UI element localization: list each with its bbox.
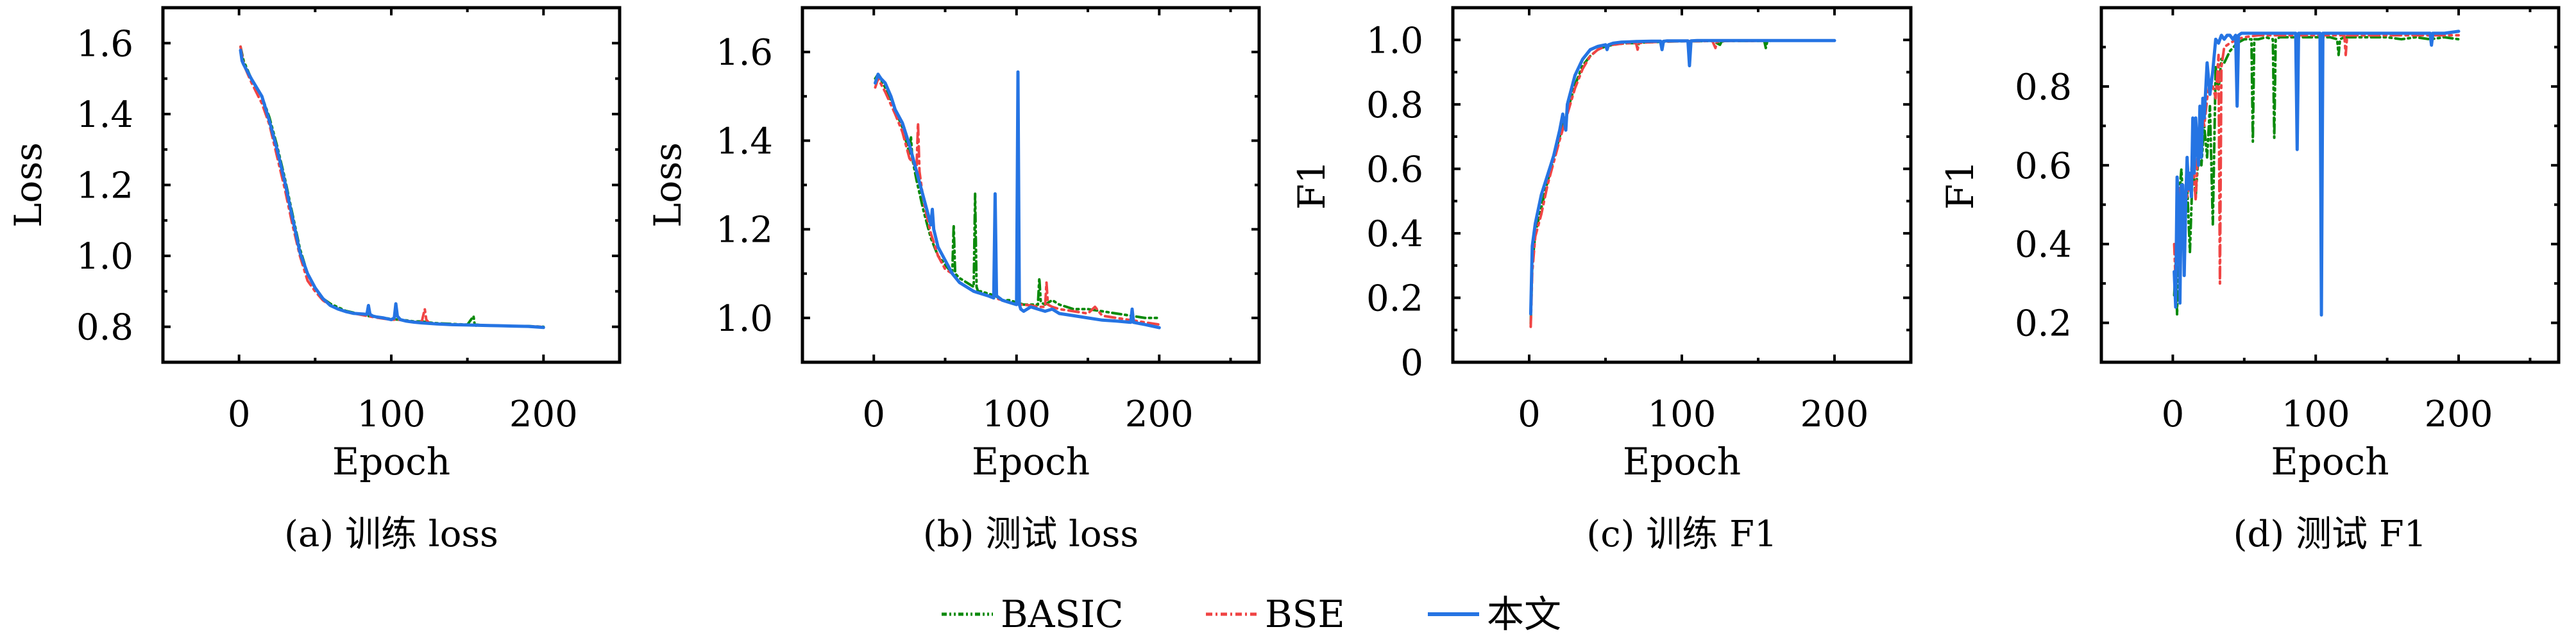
series-group	[239, 45, 545, 330]
legend-label: BASIC	[1001, 592, 1124, 636]
y-axis-title: F1	[1290, 160, 1334, 210]
series-group	[1529, 38, 1836, 328]
x-tick-label: 0	[1518, 394, 1541, 435]
panel-d: 0 100 200 0.2 0.4 0.6 0.8 Epoch F1 (d) 测试 F1	[1938, 6, 2561, 555]
series-line-ours	[239, 48, 545, 330]
y-axis-title: Loss	[646, 142, 690, 228]
x-axis-title: Epoch	[332, 440, 450, 483]
x-tick-label: 0	[2162, 394, 2185, 435]
y-tick-label: 1.0	[716, 298, 773, 340]
y-tick-label: 0.8	[2015, 67, 2072, 108]
axes-frame	[1451, 6, 1913, 364]
x-tick-label: 100	[357, 394, 426, 435]
axes-frame	[801, 6, 1261, 364]
y-axis-title: Loss	[6, 142, 50, 228]
y-tick-label: 1.0	[76, 236, 133, 278]
y-tick-label: 0	[1400, 342, 1423, 384]
legend: BASIC BSE 本文	[942, 592, 1561, 636]
y-tick-label: 0.2	[2015, 303, 2072, 345]
x-tick-label: 100	[1648, 394, 1716, 435]
panel-a: 0 100 200 0.8 1.0 1.2 1.4 1.6 Epoch Loss (a) 训练 lo…	[6, 6, 622, 555]
y-tick-label: 1.4	[716, 121, 773, 162]
legend-label: 本文	[1487, 592, 1561, 636]
x-tick-label: 200	[2425, 394, 2493, 435]
y-tick-label: 1.6	[716, 32, 773, 74]
panel-caption: (c) 训练 F1	[1586, 514, 1777, 555]
y-tick-label: 1.0	[1366, 20, 1423, 62]
series-line-bse	[1529, 39, 1836, 328]
panel-caption: (b) 测试 loss	[923, 514, 1139, 555]
x-tick-label: 100	[2282, 394, 2350, 435]
x-tick-label: 0	[228, 394, 251, 435]
legend-item-ours: 本文	[1428, 592, 1561, 636]
series-line-ours	[874, 70, 1161, 330]
y-tick-label: 0.2	[1366, 278, 1423, 319]
x-tick-label: 200	[1801, 394, 1869, 435]
x-axis-title: Epoch	[2271, 440, 2389, 483]
panel-caption: (a) 训练 loss	[284, 514, 498, 555]
legend-item-basic: BASIC	[942, 592, 1124, 636]
legend-item-bse: BSE	[1206, 592, 1345, 636]
legend-label: BSE	[1265, 592, 1345, 636]
axes-frame	[161, 6, 622, 364]
y-tick-label: 0.6	[1366, 149, 1423, 190]
y-tick-label: 0.8	[76, 307, 133, 349]
x-tick-label: 0	[862, 394, 885, 435]
y-tick-label: 0.6	[2015, 146, 2072, 187]
series-line-bse	[2173, 34, 2460, 285]
y-tick-label: 1.2	[76, 165, 133, 207]
x-tick-label: 100	[982, 394, 1051, 435]
series-group	[874, 70, 1161, 330]
x-tick-label: 200	[1125, 394, 1194, 435]
series-group	[2173, 29, 2461, 317]
y-tick-label: 1.6	[76, 23, 133, 65]
x-axis-title: Epoch	[972, 440, 1090, 483]
axes-frame	[2099, 6, 2561, 364]
y-tick-label: 0.8	[1366, 85, 1423, 126]
panel-c: 0 100 200 0 0.2 0.4 0.6 0.8 1.0 Epoch F1 (c) 训练 F1	[1290, 6, 1913, 555]
y-tick-label: 1.4	[76, 94, 133, 136]
y-tick-label: 1.2	[716, 210, 773, 251]
y-axis-title: F1	[1938, 160, 1982, 210]
panel-caption: (d) 测试 F1	[2233, 514, 2427, 555]
panel-b: 0 100 200 1.0 1.2 1.4 1.6 Epoch Loss (b) 测试 loss	[646, 6, 1261, 555]
series-line-ours	[2173, 29, 2461, 317]
x-tick-label: 200	[509, 394, 578, 435]
x-axis-title: Epoch	[1623, 440, 1741, 483]
series-line-ours	[1529, 38, 1836, 316]
y-tick-label: 0.4	[1366, 213, 1423, 255]
y-tick-label: 0.4	[2015, 224, 2072, 266]
